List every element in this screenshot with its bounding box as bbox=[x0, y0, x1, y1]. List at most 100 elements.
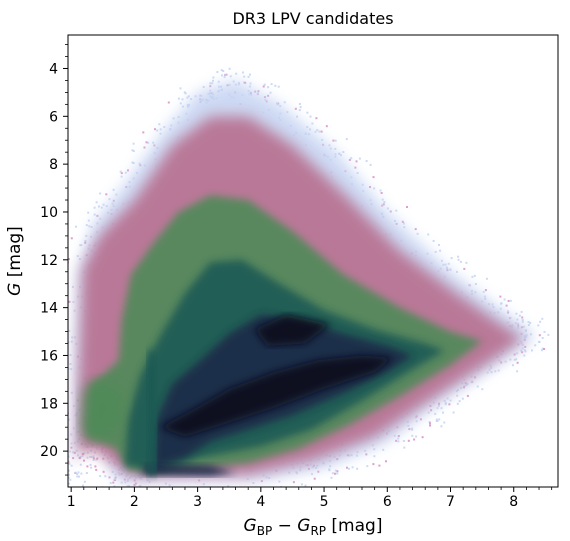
outlier-point bbox=[168, 484, 171, 487]
density-region-upper-dark-lobe bbox=[254, 314, 331, 346]
outlier-point bbox=[83, 480, 86, 483]
outlier-point bbox=[99, 192, 102, 195]
outlier-point bbox=[381, 198, 384, 201]
outlier-point bbox=[89, 463, 92, 466]
outlier-point bbox=[354, 166, 357, 169]
outlier-point bbox=[71, 285, 74, 288]
outlier-point bbox=[158, 495, 160, 497]
outlier-point bbox=[75, 225, 77, 228]
outlier-point bbox=[413, 438, 416, 441]
outlier-point bbox=[421, 436, 424, 439]
outlier-point bbox=[221, 74, 223, 77]
y-tick-label: 20 bbox=[40, 444, 58, 460]
outlier-point bbox=[507, 300, 510, 302]
y-axis-label: G [mag] bbox=[5, 226, 25, 296]
outlier-point bbox=[465, 384, 468, 387]
outlier-point bbox=[509, 299, 512, 302]
outlier-point bbox=[524, 350, 527, 353]
x-tick-label: 4 bbox=[256, 494, 265, 510]
outlier-point bbox=[217, 80, 220, 83]
outlier-point bbox=[321, 138, 324, 141]
outlier-point bbox=[443, 421, 446, 424]
outlier-point bbox=[252, 482, 255, 484]
outlier-point bbox=[455, 390, 458, 393]
outlier-point bbox=[445, 266, 448, 269]
outlier-point bbox=[209, 85, 212, 88]
outlier-point bbox=[438, 418, 441, 421]
density-region-darkest-ridge bbox=[159, 355, 394, 437]
outlier-point bbox=[156, 129, 159, 132]
outlier-point bbox=[336, 470, 339, 473]
outlier-point bbox=[70, 237, 73, 240]
outlier-point bbox=[395, 439, 398, 442]
outlier-point bbox=[62, 446, 64, 448]
outlier-point bbox=[68, 418, 71, 421]
outlier-point bbox=[144, 493, 146, 495]
outlier-point bbox=[76, 475, 79, 478]
outlier-point bbox=[83, 452, 86, 455]
outlier-point bbox=[296, 115, 298, 118]
outlier-point bbox=[541, 317, 544, 320]
outlier-point bbox=[372, 463, 375, 466]
outlier-point bbox=[209, 82, 212, 85]
outlier-point bbox=[372, 176, 375, 179]
outlier-point bbox=[456, 270, 458, 273]
outlier-point bbox=[527, 324, 530, 326]
y-tick-label: 8 bbox=[49, 157, 58, 173]
outlier-point bbox=[507, 310, 510, 313]
outlier-point bbox=[440, 259, 443, 262]
outlier-point bbox=[76, 473, 79, 475]
outlier-point bbox=[434, 250, 437, 253]
outlier-point bbox=[68, 473, 70, 476]
outlier-point bbox=[440, 425, 443, 428]
outlier-point bbox=[202, 489, 204, 491]
outlier-point bbox=[105, 193, 108, 196]
outlier-point bbox=[59, 408, 61, 410]
outlier-point bbox=[380, 192, 383, 194]
outlier-point bbox=[68, 329, 71, 332]
outlier-point bbox=[212, 79, 214, 82]
outlier-point bbox=[338, 152, 341, 155]
outlier-point bbox=[113, 485, 116, 487]
outlier-point bbox=[62, 298, 64, 300]
outlier-point bbox=[482, 290, 485, 293]
outlier-point bbox=[242, 71, 244, 74]
outlier-point bbox=[516, 370, 519, 373]
outlier-point bbox=[71, 336, 74, 339]
outlier-point bbox=[484, 289, 487, 292]
outlier-point bbox=[65, 275, 67, 277]
outlier-point bbox=[541, 347, 544, 350]
outlier-point bbox=[457, 255, 460, 258]
outlier-point bbox=[257, 90, 260, 93]
y-axis: 4 6 8 10 12 14 16 18 20 bbox=[40, 44, 68, 476]
outlier-point bbox=[83, 459, 85, 462]
outlier-point bbox=[515, 312, 518, 315]
outlier-point bbox=[105, 205, 108, 208]
outlier-point bbox=[68, 460, 70, 463]
outlier-point bbox=[133, 484, 136, 486]
outlier-point bbox=[98, 205, 100, 208]
outlier-point bbox=[521, 347, 524, 350]
outlier-point bbox=[108, 476, 111, 479]
outlier-point bbox=[142, 131, 145, 134]
outlier-point bbox=[520, 349, 523, 352]
outlier-point bbox=[278, 480, 281, 483]
outlier-point bbox=[309, 128, 311, 131]
outlier-point bbox=[543, 330, 546, 333]
outlier-point bbox=[397, 440, 400, 443]
outlier-point bbox=[328, 144, 331, 147]
outlier-point bbox=[332, 139, 335, 142]
outlier-point bbox=[134, 482, 137, 485]
outlier-point bbox=[306, 111, 309, 114]
outlier-point bbox=[249, 73, 251, 76]
outlier-point bbox=[100, 206, 103, 209]
outlier-point bbox=[120, 481, 123, 484]
outlier-point bbox=[143, 146, 146, 149]
outlier-point bbox=[490, 371, 493, 374]
outlier-point bbox=[95, 201, 98, 204]
outlier-point bbox=[509, 358, 512, 361]
outlier-point bbox=[456, 394, 459, 397]
outlier-point bbox=[102, 203, 105, 206]
outlier-point bbox=[328, 468, 331, 471]
outlier-point bbox=[295, 472, 298, 475]
